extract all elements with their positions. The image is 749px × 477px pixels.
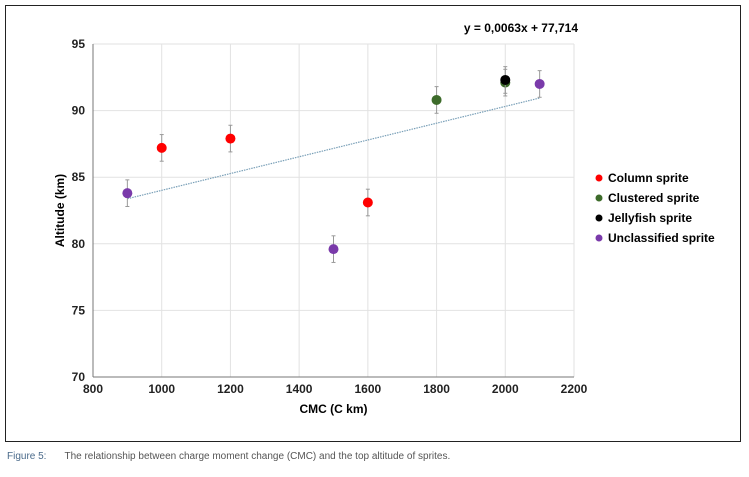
data-point xyxy=(156,142,167,153)
y-tick-label: 90 xyxy=(72,104,86,118)
legend-label: Clustered sprite xyxy=(608,191,700,205)
data-point xyxy=(500,74,511,85)
x-tick-label: 1400 xyxy=(286,382,313,396)
legend-marker xyxy=(595,194,603,202)
y-tick-label: 75 xyxy=(72,303,86,317)
x-tick-label: 1000 xyxy=(148,382,175,396)
scatter-chart: 800 1000 1200 1400 1600 1800 2000 2200 70 75 80 85 9… xyxy=(53,21,715,416)
x-axis-title: CMC (C km) xyxy=(300,402,368,416)
y-tick-label: 95 xyxy=(72,37,86,51)
data-point xyxy=(534,78,545,89)
figure-frame xyxy=(5,5,741,442)
data-point xyxy=(431,94,442,105)
data-point xyxy=(225,133,236,144)
legend-label: Unclassified sprite xyxy=(608,231,715,245)
y-tick-label: 70 xyxy=(72,370,86,384)
data-point xyxy=(122,188,133,199)
legend-marker xyxy=(595,234,603,242)
legend-marker xyxy=(595,214,603,222)
y-tick-label: 80 xyxy=(72,237,86,251)
x-tick-label: 800 xyxy=(83,382,103,396)
data-point xyxy=(328,244,339,255)
x-tick-label: 1600 xyxy=(355,382,382,396)
x-tick-label: 1800 xyxy=(423,382,450,396)
figure-caption: Figure 5: The relationship between charge… xyxy=(7,451,450,462)
y-tick-label: 85 xyxy=(72,170,86,184)
y-axis-title: Altitude (km) xyxy=(53,174,67,247)
x-tick-label: 2200 xyxy=(561,382,588,396)
legend-label: Column sprite xyxy=(608,171,689,185)
trendline-equation: y = 0,0063x + 77,714 xyxy=(464,21,578,35)
legend-marker xyxy=(595,174,603,182)
trendline xyxy=(127,97,540,200)
x-tick-label: 2000 xyxy=(492,382,519,396)
x-tick-label: 1200 xyxy=(217,382,244,396)
caption-label: Figure 5: xyxy=(7,451,47,462)
data-point xyxy=(362,197,373,208)
legend-label: Jellyfish sprite xyxy=(608,211,692,225)
caption-text: The relationship between charge moment c… xyxy=(64,451,451,462)
